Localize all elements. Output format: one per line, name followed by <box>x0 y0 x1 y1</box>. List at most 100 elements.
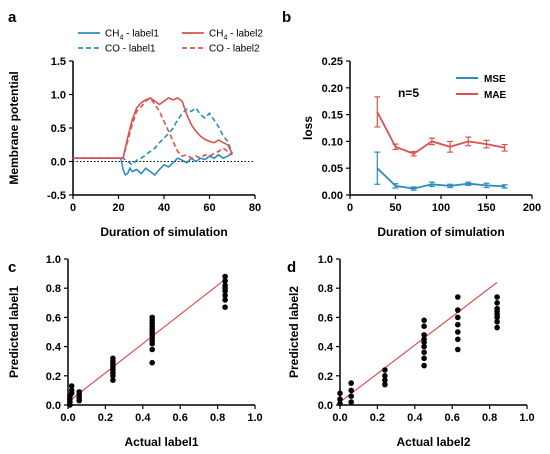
y-tick-label: 0.25 <box>322 56 343 68</box>
x-tick-label: 0.8 <box>210 412 225 424</box>
scatter-point <box>337 396 343 403</box>
panel-a: a 0 20 40 60 80 -0.5 0.0 0.5 1.0 1.5 Duration of si… <box>7 9 263 239</box>
series-line-2 <box>73 106 234 166</box>
x-tick-label: 200 <box>523 202 541 214</box>
y-tick-label: 0.6 <box>46 312 61 324</box>
scatter-point <box>494 319 500 325</box>
y-tick-label: 0.15 <box>322 110 343 122</box>
x-tick-label: 0 <box>70 202 76 214</box>
y-axis-title: Predicted label2 <box>287 286 301 378</box>
series-line-4 <box>73 96 233 160</box>
annotation-n: n=5 <box>398 86 419 100</box>
x-tick-label: 0.8 <box>482 412 497 424</box>
x-tick-label: 20 <box>112 202 124 214</box>
panel-letter-b: b <box>282 9 291 26</box>
scatter-point <box>110 377 116 384</box>
y-tick-label: 0.00 <box>322 190 343 202</box>
scatter-point <box>222 297 228 303</box>
scatter-point <box>455 346 461 353</box>
scatter-point <box>337 390 343 397</box>
y-tick-label: 0.4 <box>318 342 334 354</box>
scatter-point <box>421 336 427 343</box>
panel-letter-a: a <box>8 9 17 26</box>
series-line-3 <box>73 96 234 159</box>
scatter-point <box>222 292 228 299</box>
y-tick-label: 0.0 <box>46 400 61 412</box>
scatter-point <box>494 294 500 300</box>
scatter-point <box>337 400 343 407</box>
scatter-point <box>149 346 155 353</box>
y-tick-label: 0.05 <box>322 163 343 175</box>
panel-d: d 0.0 0.2 0.4 0.6 0.8 1.0 0.0 0.2 0.4 0.6 0.8 1.0 Act… <box>287 254 535 449</box>
panel-letter-d: d <box>287 259 296 276</box>
x-axis-title: Duration of simulation <box>100 225 227 239</box>
scatter-point <box>222 304 228 311</box>
y-tick-label: 1.0 <box>51 90 66 102</box>
y-tick-label: 0.8 <box>318 283 333 295</box>
x-tick-label: 40 <box>158 202 170 214</box>
y-tick-label: 1.0 <box>318 254 333 266</box>
scatter-point <box>348 393 355 400</box>
x-tick-label: 0.4 <box>135 412 151 424</box>
legend-entry: CO - label2 <box>209 44 260 55</box>
x-tick-label: 0.4 <box>407 412 423 424</box>
x-tick-label: 150 <box>477 202 495 214</box>
legend-entry: MAE <box>484 90 507 101</box>
scatter-point <box>421 332 427 338</box>
panel-letter-c: c <box>8 259 16 276</box>
y-axis-title: Predicted label1 <box>7 286 21 378</box>
y-tick-label: 0.0 <box>318 400 333 412</box>
series-line-mse <box>376 167 505 190</box>
scatter-point <box>382 377 388 384</box>
y-tick-label: 0.5 <box>51 123 66 135</box>
scatter-point <box>68 387 75 394</box>
y-tick-label: 0.6 <box>318 312 333 324</box>
x-tick-label: 1.0 <box>519 412 534 424</box>
y-tick-label: 0.8 <box>46 283 61 295</box>
scatter-point <box>222 282 228 289</box>
x-tick-label: 100 <box>432 202 450 214</box>
scatter-point <box>348 387 355 394</box>
y-tick-label: 0.10 <box>322 136 343 148</box>
x-axis-title: Actual label2 <box>396 435 470 449</box>
scatter-point <box>76 389 82 395</box>
x-tick-label: 1.0 <box>247 412 262 424</box>
scatter-point <box>421 317 427 324</box>
y-tick-label: 0.0 <box>51 157 66 169</box>
x-tick-label: 0.2 <box>370 412 385 424</box>
scatter-point <box>382 381 388 388</box>
scatter-point <box>455 307 461 313</box>
legend-entry: CH4 - label1 <box>105 29 159 42</box>
scatter-point <box>149 359 155 366</box>
scatter-point <box>455 294 461 300</box>
scatter-point <box>494 324 500 331</box>
scatter-point <box>222 273 228 280</box>
series-line-mae <box>376 111 505 155</box>
y-tick-label: -0.5 <box>47 190 66 202</box>
panel-b: b 0 50 100 150 200 0.00 0.05 0.10 0.15 0.20 0.25 Dur… <box>282 9 541 239</box>
scatter-point <box>494 300 500 306</box>
x-tick-label: 0.6 <box>445 412 460 424</box>
scatter-point <box>68 383 75 389</box>
x-tick-label: 0.0 <box>60 412 75 424</box>
scatter-point <box>222 278 228 284</box>
y-axis-title: Membrane potential <box>7 71 21 184</box>
legend-entry: MSE <box>484 74 506 85</box>
scatter-point <box>455 321 461 328</box>
scatter-point <box>382 367 388 373</box>
scatter-point <box>421 362 427 369</box>
x-axis-title: Duration of simulation <box>377 225 504 239</box>
y-tick-label: 0.2 <box>318 371 333 383</box>
scatter-point <box>149 314 155 321</box>
x-tick-label: 0.0 <box>332 412 347 424</box>
fit-line <box>67 278 226 403</box>
y-tick-label: 0.4 <box>46 342 62 354</box>
y-tick-label: 1.5 <box>51 56 66 68</box>
y-tick-label: 1.0 <box>46 254 61 266</box>
scatter-point <box>348 380 355 386</box>
scatter-point <box>110 355 116 362</box>
x-axis-title: Actual label1 <box>124 435 198 449</box>
x-tick-label: 60 <box>203 202 215 214</box>
y-axis-title: loss <box>301 116 315 140</box>
